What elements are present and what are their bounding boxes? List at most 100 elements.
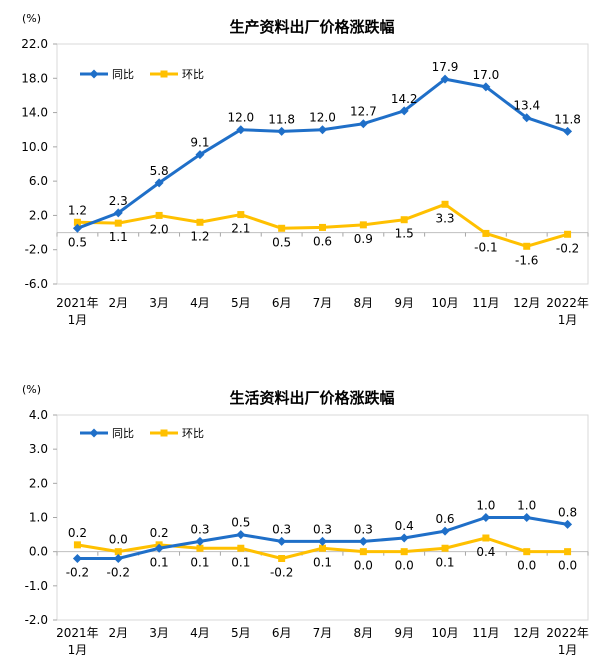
data-point-label: 0.1: [435, 555, 454, 569]
data-point-marker: [319, 544, 326, 552]
series-line: [75, 77, 570, 230]
data-point-marker: [73, 541, 81, 549]
data-point-label: 0.3: [190, 522, 209, 536]
x-tick-label: 3月: [149, 626, 169, 640]
x-tick-label: 10月: [431, 296, 458, 310]
data-point-marker: [563, 126, 573, 136]
data-point-marker: [155, 211, 163, 219]
x-axis-zero-line: [56, 232, 589, 237]
x-axis-labels: 2021年 1月 2月 3月 4月 5月 6月 7月 8月 9月 10月 11月 12月 2022年 1月: [56, 296, 589, 327]
legend-label: 同比: [112, 427, 134, 440]
legend-marker-diamond: [89, 69, 99, 79]
producer-goods-line-chart: 22.0 18.0 14.0 10.0 6.0 2.0 -2.0 -6.0 2021年 1月 2月 3…: [21, 37, 589, 327]
data-point-marker: [196, 544, 204, 552]
data-point-label: 11.8: [268, 112, 295, 126]
data-point-marker: [154, 178, 164, 188]
data-point-marker: [482, 229, 490, 237]
legend-item-0: 同比: [80, 427, 134, 440]
x-tick-label: 2021年: [56, 296, 99, 310]
x-tick-label: 4月: [190, 296, 210, 310]
x-tick-label: 9月: [394, 296, 414, 310]
data-point-label: 1.5: [395, 227, 414, 241]
data-point-label: 0.2: [150, 526, 169, 540]
y-tick-label: 6.0: [29, 174, 48, 188]
data-point-label: 0.3: [313, 522, 332, 536]
x-axis-labels: 2021年 1月 2月 3月 4月 5月 6月 7月 8月 9月 10月 11月 12月 2022年 1月: [56, 626, 589, 657]
data-point-label: 0.0: [517, 559, 536, 573]
data-point-label: 9.1: [190, 136, 209, 150]
x-tick-label: 5月: [231, 626, 251, 640]
x-tick-label: 1月: [68, 643, 88, 657]
y-tick-label: 4.0: [29, 408, 48, 422]
y-tick-label: 1.0: [29, 511, 48, 525]
data-point-label: 17.9: [432, 60, 459, 74]
data-point-label: 1.1: [109, 230, 128, 244]
x-tick-label: 6月: [272, 626, 292, 640]
data-point-marker: [72, 223, 82, 233]
x-tick-label: 11月: [472, 626, 499, 640]
data-point-marker: [278, 224, 286, 232]
data-point-label: 0.5: [231, 516, 250, 530]
data-point-marker: [481, 82, 491, 92]
data-point-label: 0.0: [395, 559, 414, 573]
x-tick-label: 6月: [272, 296, 292, 310]
data-point-marker: [400, 548, 408, 556]
y-tick-label: 0.0: [29, 545, 48, 559]
y-tick-label: 18.0: [21, 71, 48, 85]
data-point-label: 0.0: [109, 533, 128, 547]
data-point-label: 0.4: [476, 545, 495, 559]
data-point-marker: [113, 208, 123, 218]
data-point-label: 0.5: [272, 235, 291, 249]
legend-label: 同比: [112, 68, 134, 81]
data-point-marker: [523, 242, 531, 250]
legend-label: 环比: [182, 427, 204, 440]
y-tick-label: -1.0: [25, 579, 48, 593]
legend-item-1: 环比: [150, 427, 204, 440]
data-point-marker: [318, 536, 327, 546]
x-tick-label: 12月: [513, 296, 540, 310]
x-tick-label: 1月: [558, 313, 578, 327]
data-point-label: 0.4: [395, 519, 414, 533]
data-point-label: 0.0: [354, 559, 373, 573]
x-tick-label: 2022年: [546, 296, 589, 310]
x-tick-label: 12月: [513, 626, 540, 640]
series-0-diamond: [72, 513, 573, 563]
y-tick-label: 2.0: [29, 476, 48, 490]
data-point-label: 0.9: [354, 232, 373, 246]
y-tick-label: 3.0: [29, 442, 48, 456]
data-point-marker: [440, 74, 450, 84]
data-point-marker: [72, 554, 82, 563]
data-point-label: 11.8: [554, 112, 581, 126]
y-tick-label: -6.0: [25, 277, 48, 291]
x-tick-label: 4月: [190, 626, 210, 640]
data-point-label: -0.2: [556, 241, 579, 255]
data-point-label: 12.0: [309, 111, 336, 125]
legend: 同比 环比: [80, 427, 204, 440]
series-0-diamond: [72, 74, 573, 233]
x-tick-label: 1月: [558, 643, 578, 657]
data-point-label: 1.2: [68, 203, 87, 217]
chart-title: 生产资料出厂价格涨跌幅: [229, 18, 395, 36]
data-point-label: -1.6: [515, 253, 538, 267]
x-tick-label: 11月: [472, 296, 499, 310]
data-labels: 0.5 1.2 2.3 1.1 5.8 2.0 9.1 1.2 12.0 2.1 11.8 0.5 12…: [68, 60, 581, 267]
data-point-marker: [195, 150, 205, 160]
data-point-label: 0.6: [435, 512, 454, 526]
x-tick-label: 1月: [68, 313, 88, 327]
y-axis-unit-label: (%): [22, 383, 42, 396]
y-axis: 22.0 18.0 14.0 10.0 6.0 2.0 -2.0 -6.0: [21, 37, 57, 291]
x-tick-label: 2022年: [546, 626, 589, 640]
data-point-marker: [236, 530, 246, 540]
data-point-label: -0.2: [270, 566, 293, 580]
data-point-marker: [236, 125, 246, 135]
data-point-label: -0.2: [66, 566, 89, 580]
data-point-label: 0.6: [313, 234, 332, 248]
data-point-label: 12.7: [350, 105, 377, 119]
data-point-marker: [237, 544, 245, 552]
data-point-label: 13.4: [513, 99, 540, 113]
data-point-label: 2.0: [150, 222, 169, 236]
chart-title: 生活资料出厂价格涨跌幅: [229, 389, 395, 407]
x-tick-label: 5月: [231, 296, 251, 310]
y-axis: 4.0 3.0 2.0 1.0 0.0 -1.0 -2.0: [25, 408, 57, 627]
legend-label: 环比: [182, 68, 204, 81]
